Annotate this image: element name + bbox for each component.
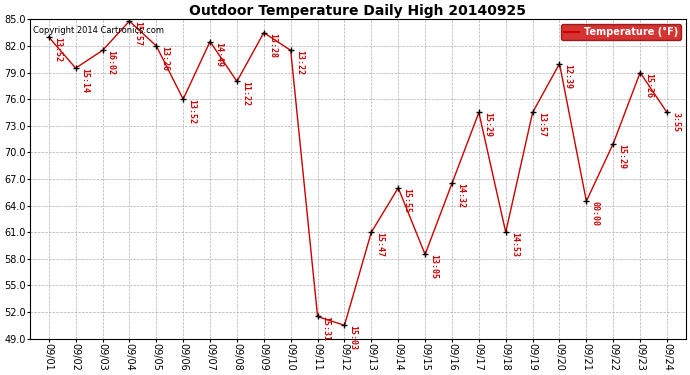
Text: 15:29: 15:29 [618, 144, 627, 168]
Text: 13:28: 13:28 [268, 33, 277, 58]
Text: 14:32: 14:32 [456, 183, 465, 209]
Text: 13:22: 13:22 [295, 50, 304, 75]
Text: 14:49: 14:49 [214, 42, 224, 66]
Title: Outdoor Temperature Daily High 20140925: Outdoor Temperature Daily High 20140925 [189, 4, 526, 18]
Legend: Temperature (°F): Temperature (°F) [562, 24, 681, 40]
Text: 13:52: 13:52 [188, 99, 197, 124]
Text: 11:22: 11:22 [241, 81, 250, 106]
Text: 15:14: 15:14 [80, 68, 89, 93]
Text: 15:47: 15:47 [375, 232, 384, 257]
Text: 16:02: 16:02 [107, 50, 116, 75]
Text: 13:57: 13:57 [537, 112, 546, 138]
Text: 15:29: 15:29 [483, 112, 492, 138]
Text: 15:57: 15:57 [134, 21, 143, 46]
Text: 15:26: 15:26 [644, 72, 653, 98]
Text: 15:03: 15:03 [348, 326, 357, 350]
Text: 15:31: 15:31 [322, 316, 331, 342]
Text: 13:52: 13:52 [53, 37, 62, 62]
Text: Copyright 2014 Cartronics.com: Copyright 2014 Cartronics.com [33, 26, 164, 35]
Text: 13:26: 13:26 [161, 46, 170, 71]
Text: 00:00: 00:00 [591, 201, 600, 226]
Text: 14:53: 14:53 [510, 232, 519, 257]
Text: 13:05: 13:05 [429, 254, 438, 279]
Text: 15:55: 15:55 [402, 188, 411, 213]
Text: 3:55: 3:55 [671, 112, 680, 132]
Text: 12:39: 12:39 [564, 64, 573, 88]
